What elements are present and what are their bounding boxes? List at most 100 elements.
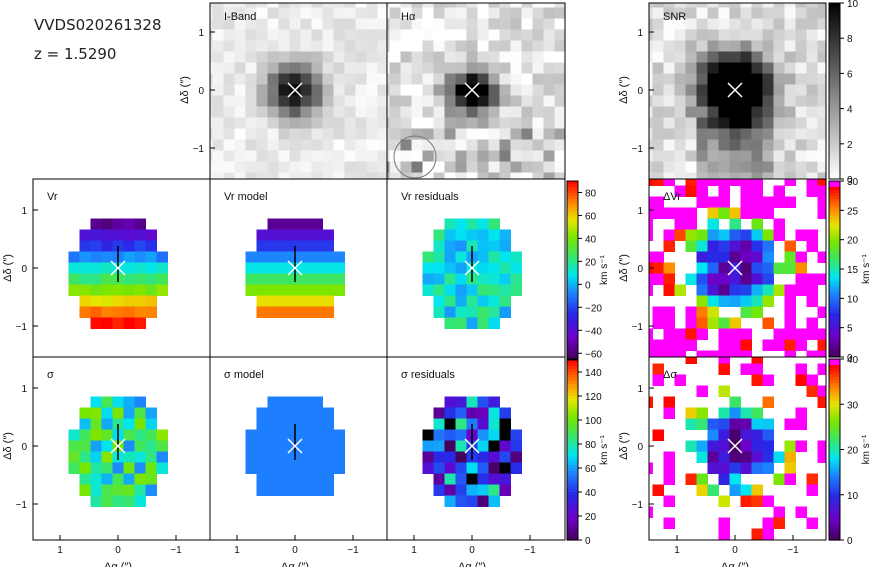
y-axis-label: Δδ (″) — [2, 432, 14, 460]
colorbar-tick-label: 15 — [847, 265, 859, 276]
object-id: VVDS020261328 — [34, 16, 162, 34]
colorbar-sigma: 140 120 100 80 60 40 20 0 km s⁻¹ — [566, 359, 610, 547]
x-axis-label: Δα (″) — [281, 561, 309, 567]
x-tick-label: 1 — [234, 545, 240, 556]
y-tick-label: 1 — [198, 28, 204, 39]
y-tick-label: 0 — [21, 264, 27, 275]
colorbar-unit-label: km s⁻¹ — [861, 434, 872, 464]
colorbar-tick-label: 2 — [847, 140, 853, 151]
colorbar-tick-label: 30 — [847, 177, 859, 188]
panel-frame — [386, 356, 566, 541]
x-axis-label: Δα (″) — [458, 561, 486, 567]
colorbar-vr: 80 60 40 20 0 −20 −40 −60 km s⁻¹ — [566, 180, 610, 360]
colorbar-tick-label: 30 — [847, 400, 859, 411]
center-cross — [727, 438, 743, 454]
colorbar-tick-label: 10 — [847, 491, 859, 502]
colorbar-tick-label: 40 — [585, 488, 597, 499]
x-tick-label: −1 — [170, 545, 182, 556]
center-cross — [464, 82, 480, 98]
y-tick-label: −1 — [632, 500, 644, 511]
colorbar-tick-label: 80 — [585, 188, 597, 199]
panel-title: σ model — [224, 369, 264, 381]
y-tick-label: 0 — [21, 442, 27, 453]
colorbar-tick-label: 0 — [847, 353, 853, 364]
panel-snr — [649, 3, 827, 180]
y-tick-label: 0 — [637, 442, 643, 453]
panel-map — [245, 396, 345, 496]
colorbar-tick-label: 40 — [585, 234, 597, 245]
colorbar-tick-label: 8 — [847, 34, 853, 45]
colorbar-unit-label: km s⁻¹ — [599, 434, 610, 464]
y-tick-label: 1 — [21, 206, 27, 217]
colorbar-tick-label: 0 — [585, 280, 591, 291]
y-tick-label: −1 — [632, 144, 644, 155]
y-tick-label: 0 — [637, 264, 643, 275]
colorbar-tick-label: 6 — [847, 69, 853, 80]
panel-h- — [387, 3, 566, 180]
y-tick-label: −1 — [193, 144, 205, 155]
x-tick-label: −1 — [347, 545, 359, 556]
y-tick-label: −1 — [632, 322, 644, 333]
y-axis-label: Δδ (″) — [618, 76, 630, 104]
panel-title: Vr — [47, 191, 58, 203]
colorbar-tick-label: 20 — [847, 446, 859, 457]
center-cross — [110, 260, 126, 276]
panel-frame — [648, 356, 827, 541]
panel-title: σ residuals — [401, 369, 455, 381]
panel-map — [649, 357, 827, 541]
panel-map — [649, 179, 827, 358]
y-tick-label: 1 — [637, 206, 643, 217]
colorbar-tick-label: 20 — [847, 236, 859, 247]
panel-map — [422, 218, 522, 329]
x-tick-label: 1 — [57, 545, 63, 556]
psf-circle — [393, 135, 437, 179]
center-cross — [287, 82, 303, 98]
y-tick-label: 0 — [198, 86, 204, 97]
y-tick-label: 1 — [637, 28, 643, 39]
colorbar-tick-label: 60 — [585, 211, 597, 222]
panel-title: SNR — [663, 11, 686, 23]
colorbar-tick-label: −20 — [585, 303, 602, 314]
panel-title: ΔVr — [663, 191, 681, 203]
colorbar-unit-label: km s⁻¹ — [861, 253, 872, 283]
y-axis-label: Δδ (″) — [618, 254, 630, 282]
center-cross — [287, 260, 303, 276]
colorbar-tick-label: 5 — [847, 324, 853, 335]
redshift-label: z = 1.5290 — [34, 45, 117, 63]
panel-title: I-Band — [224, 11, 256, 23]
colorbar-tick-label: 120 — [585, 392, 602, 403]
y-tick-label: 0 — [637, 86, 643, 97]
colorbar-tick-label: −40 — [585, 326, 602, 337]
colorbar-tick-label: −60 — [585, 349, 602, 360]
x-tick-label: −1 — [524, 545, 536, 556]
colorbar-tick-label: 20 — [585, 512, 597, 523]
y-axis-label: Δδ (″) — [618, 432, 630, 460]
center-cross — [727, 82, 743, 98]
center-cross — [464, 438, 480, 454]
x-tick-label: 0 — [732, 545, 738, 556]
colorbar-tick-label: 0 — [847, 175, 853, 186]
y-tick-label: 1 — [21, 384, 27, 395]
panel-title: Δσ — [663, 369, 677, 381]
y-axis-label: Δδ (″) — [2, 254, 14, 282]
x-axis-label: Δα (″) — [104, 561, 132, 567]
y-tick-label: 1 — [637, 384, 643, 395]
x-tick-label: 1 — [411, 545, 417, 556]
center-cross — [110, 438, 126, 454]
colorbar-tick-label: 20 — [585, 257, 597, 268]
colorbar-tick-label: 80 — [585, 440, 597, 451]
colorbar-tick-label: 100 — [585, 416, 602, 427]
center-cross — [287, 438, 303, 454]
colorbar-tick-label: 0 — [585, 536, 591, 547]
colorbar-snr: 10 8 6 4 2 0 — [828, 0, 859, 186]
colorbar-dvr: 30 25 20 15 10 5 0 km s⁻¹ — [828, 177, 872, 364]
y-tick-label: −1 — [16, 322, 28, 333]
colorbar-tick-label: 0 — [847, 536, 853, 547]
colorbar-tick-label: 140 — [585, 368, 602, 379]
panel-title: Hα — [401, 11, 416, 23]
colorbar-tick-label: 10 — [847, 294, 859, 305]
colorbar-tick-label: 10 — [847, 0, 859, 10]
y-tick-label: −1 — [16, 500, 28, 511]
panel-map — [422, 396, 522, 507]
